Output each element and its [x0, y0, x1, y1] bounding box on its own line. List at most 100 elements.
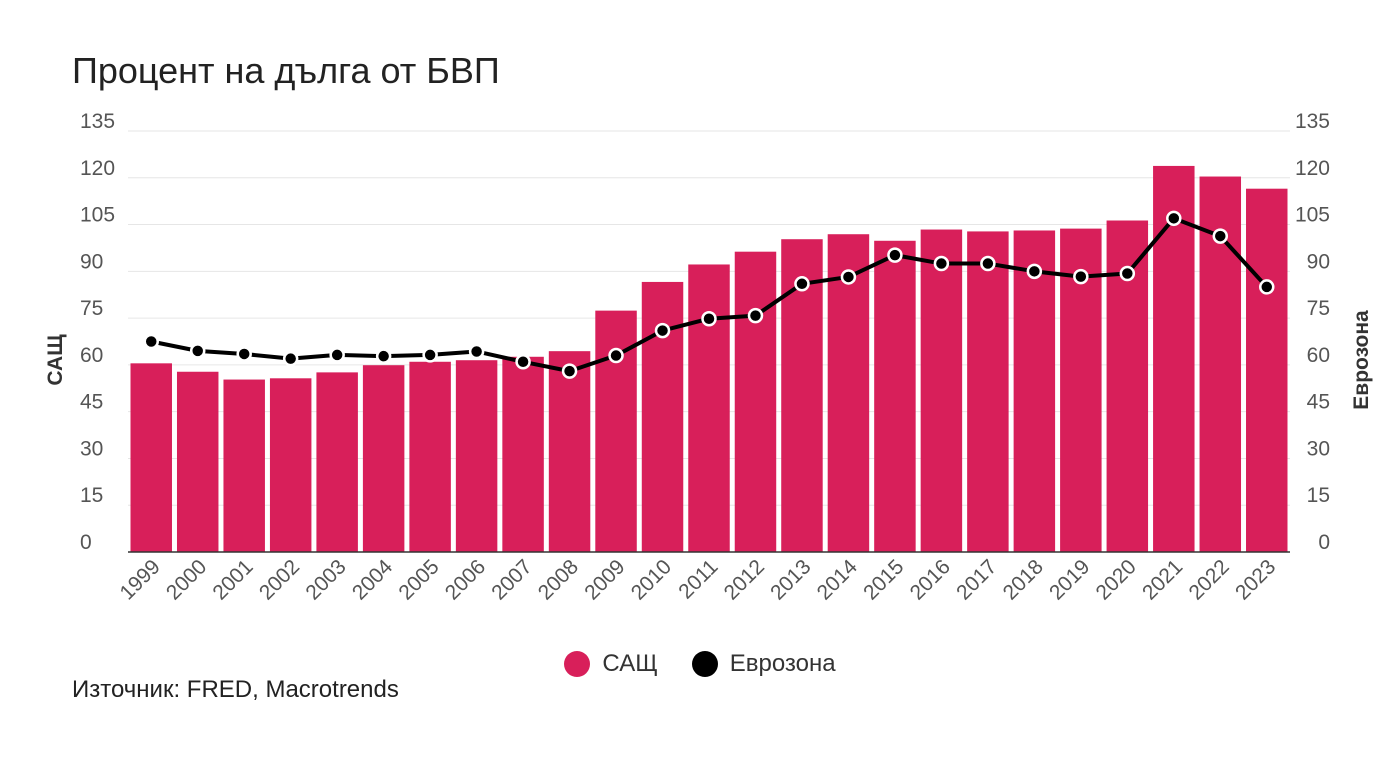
x-tick-label: 2019 — [1045, 555, 1094, 604]
legend-item-eurozone[interactable]: Еврозона — [691, 650, 836, 678]
chart-title: Процент на дълга от БВП — [72, 50, 500, 91]
point-eurozone — [282, 350, 299, 367]
x-tick-label: 2002 — [255, 555, 304, 604]
y-tick-label-left: 0 — [80, 531, 92, 554]
y-tick-label-right: 135 — [1295, 110, 1330, 133]
point-eurozone — [701, 310, 717, 327]
source-note: Източник: FRED, Macrotrends — [72, 676, 399, 703]
x-tick-label: 2000 — [162, 555, 211, 604]
x-tick-label: 2008 — [534, 555, 583, 604]
point-eurozone — [468, 343, 485, 360]
point-eurozone — [840, 269, 857, 285]
y-tick-label-right: 105 — [1295, 204, 1330, 227]
x-tick-label: 2013 — [766, 555, 815, 604]
x-tick-label: 2011 — [674, 555, 722, 603]
y-tick-label-right: 75 — [1307, 297, 1330, 320]
y-tick-label-left: 75 — [80, 297, 103, 320]
legend-marker-usa — [564, 651, 591, 677]
point-eurozone — [980, 255, 996, 272]
y-tick-label-right: 45 — [1307, 391, 1330, 414]
debt-chart: 0 0 15 15 30 30 45 45 60 60 75 75 90 90 105 105 120 120 13… — [44, 110, 1373, 605]
x-tick-label: 2003 — [301, 555, 350, 604]
x-tick-label: 2023 — [1231, 555, 1280, 604]
point-eurozone — [1026, 263, 1043, 280]
bar-usa — [874, 240, 916, 552]
y-tick-label-left: 135 — [80, 110, 115, 133]
y-tick-label-left: 30 — [80, 437, 103, 460]
point-eurozone — [1259, 279, 1275, 295]
bar-usa — [734, 251, 777, 553]
y-tick-label-right: 0 — [1318, 531, 1330, 554]
x-tick-label: 2014 — [813, 555, 863, 605]
x-tick-label: 2017 — [952, 555, 1001, 604]
legend: САЩ Еврозона — [0, 650, 1400, 678]
point-eurozone — [608, 347, 624, 364]
bar-usa — [455, 360, 498, 552]
x-tick-label: 2010 — [627, 555, 676, 604]
y-axis-title-left: САЩ — [44, 334, 67, 386]
bar-usa — [269, 378, 312, 552]
bar-usa — [1153, 165, 1195, 552]
point-eurozone — [375, 348, 392, 364]
y-tick-label-right: 30 — [1307, 437, 1330, 460]
x-tick-label: 2021 — [1138, 555, 1187, 604]
legend-label-eurozone: Еврозона — [729, 650, 836, 677]
x-tick-label: 2004 — [348, 555, 398, 605]
y-axis-title-right: Еврозона — [1350, 310, 1373, 410]
point-eurozone — [189, 343, 206, 359]
y-tick-label-left: 105 — [80, 204, 115, 227]
point-eurozone — [422, 347, 438, 363]
bar-usa — [409, 361, 451, 552]
bar-usa — [967, 231, 1009, 552]
y-tick-label-left: 45 — [80, 391, 103, 414]
point-eurozone — [1119, 265, 1136, 282]
legend-label-usa: САЩ — [602, 650, 658, 677]
point-eurozone — [236, 346, 252, 362]
legend-marker-eurozone — [691, 651, 718, 677]
y-tick-label-left: 120 — [80, 157, 115, 180]
point-eurozone — [747, 307, 764, 324]
bar-usa — [1246, 188, 1288, 552]
point-eurozone — [143, 333, 159, 350]
bar-usa — [362, 365, 405, 552]
point-eurozone — [654, 322, 671, 339]
x-tick-label: 2009 — [580, 555, 629, 604]
x-tick-label: 1999 — [115, 555, 164, 604]
bar-usa — [688, 264, 730, 552]
y-tick-label-left: 90 — [80, 250, 103, 273]
bar-usa — [827, 234, 870, 552]
y-tick-label-left: 15 — [80, 484, 103, 507]
bar-usa — [316, 372, 358, 552]
y-tick-label-right: 120 — [1295, 157, 1330, 180]
point-eurozone — [515, 354, 531, 370]
bar-usa — [548, 351, 591, 552]
x-tick-label: 2006 — [441, 555, 490, 604]
point-eurozone — [1166, 210, 1182, 227]
point-eurozone — [933, 255, 950, 272]
x-tick-label: 2016 — [906, 555, 955, 604]
x-tick-label: 2018 — [999, 555, 1048, 604]
x-tick-label: 2015 — [859, 555, 908, 604]
bar-usa — [1013, 230, 1056, 552]
bar-usa — [176, 371, 219, 552]
point-eurozone — [1212, 228, 1229, 244]
x-tick-label: 2005 — [394, 555, 443, 604]
x-tick-label: 2007 — [487, 555, 536, 604]
bar-usa — [920, 229, 963, 553]
x-tick-label: 2001 — [208, 555, 257, 604]
x-tick-label: 2022 — [1185, 555, 1234, 604]
x-tick-label: 2020 — [1092, 555, 1141, 604]
y-tick-label-right: 60 — [1307, 344, 1330, 367]
bar-usa — [641, 281, 684, 552]
point-eurozone — [1073, 268, 1089, 285]
y-tick-label-right: 90 — [1307, 250, 1330, 273]
point-eurozone — [329, 347, 345, 363]
bar-usa — [130, 363, 172, 552]
point-eurozone — [794, 276, 810, 292]
bar-usa — [223, 379, 265, 552]
point-eurozone — [561, 363, 578, 379]
legend-item-usa[interactable]: САЩ — [564, 650, 658, 678]
point-eurozone — [887, 247, 903, 263]
x-tick-label: 2012 — [720, 555, 769, 604]
